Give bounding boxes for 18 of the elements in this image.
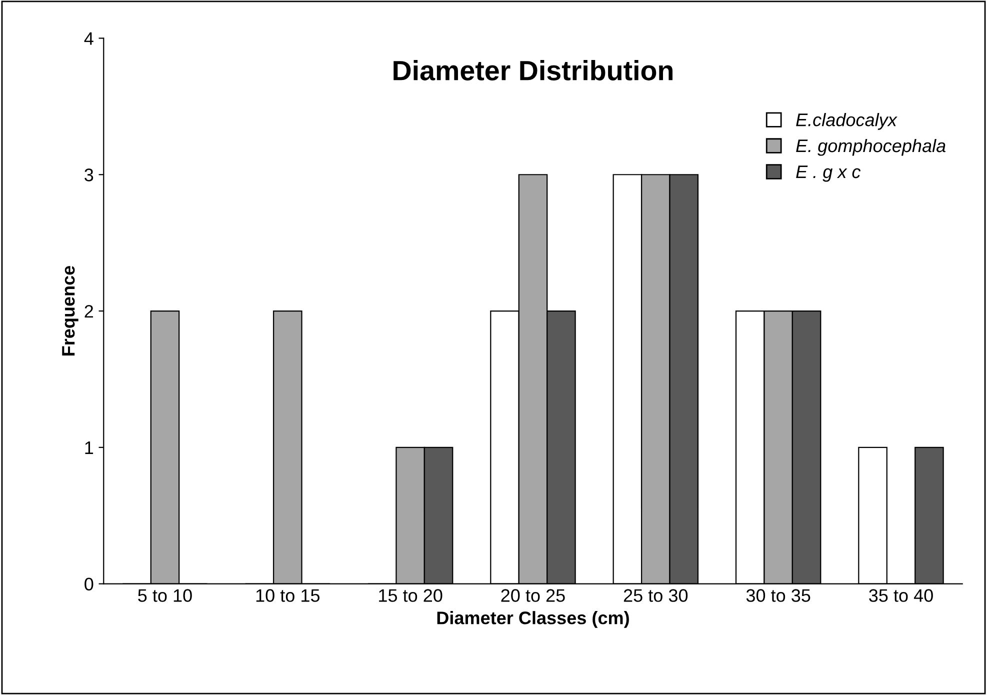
y-tick-label: 3 <box>84 168 94 182</box>
x-tick-label: 35 to 40 <box>869 589 933 602</box>
x-tick-label: 25 to 30 <box>624 589 688 602</box>
y-tick-label: 2 <box>84 304 94 318</box>
x-tick-label: 5 to 10 <box>138 589 192 602</box>
y-axis-title: Frequence <box>62 266 78 356</box>
y-tick-label: 4 <box>84 32 94 45</box>
x-tick-label: 20 to 25 <box>501 589 565 602</box>
x-tick-label: 15 to 20 <box>379 589 442 602</box>
y-tick-label: 1 <box>85 442 94 454</box>
legend-label: E. gomphocephala <box>796 138 946 156</box>
x-axis-title: Diameter Classes (cm) <box>437 611 629 628</box>
legend-label: E.cladocalyx <box>796 113 898 130</box>
y-tick-label: 0 <box>84 578 94 591</box>
text: Diameter Distribution <box>394 60 672 80</box>
x-tick-label: 10 to 15 <box>256 589 320 602</box>
legend-label: E . g x c <box>796 166 861 182</box>
x-tick-label: 30 to 35 <box>746 589 810 602</box>
